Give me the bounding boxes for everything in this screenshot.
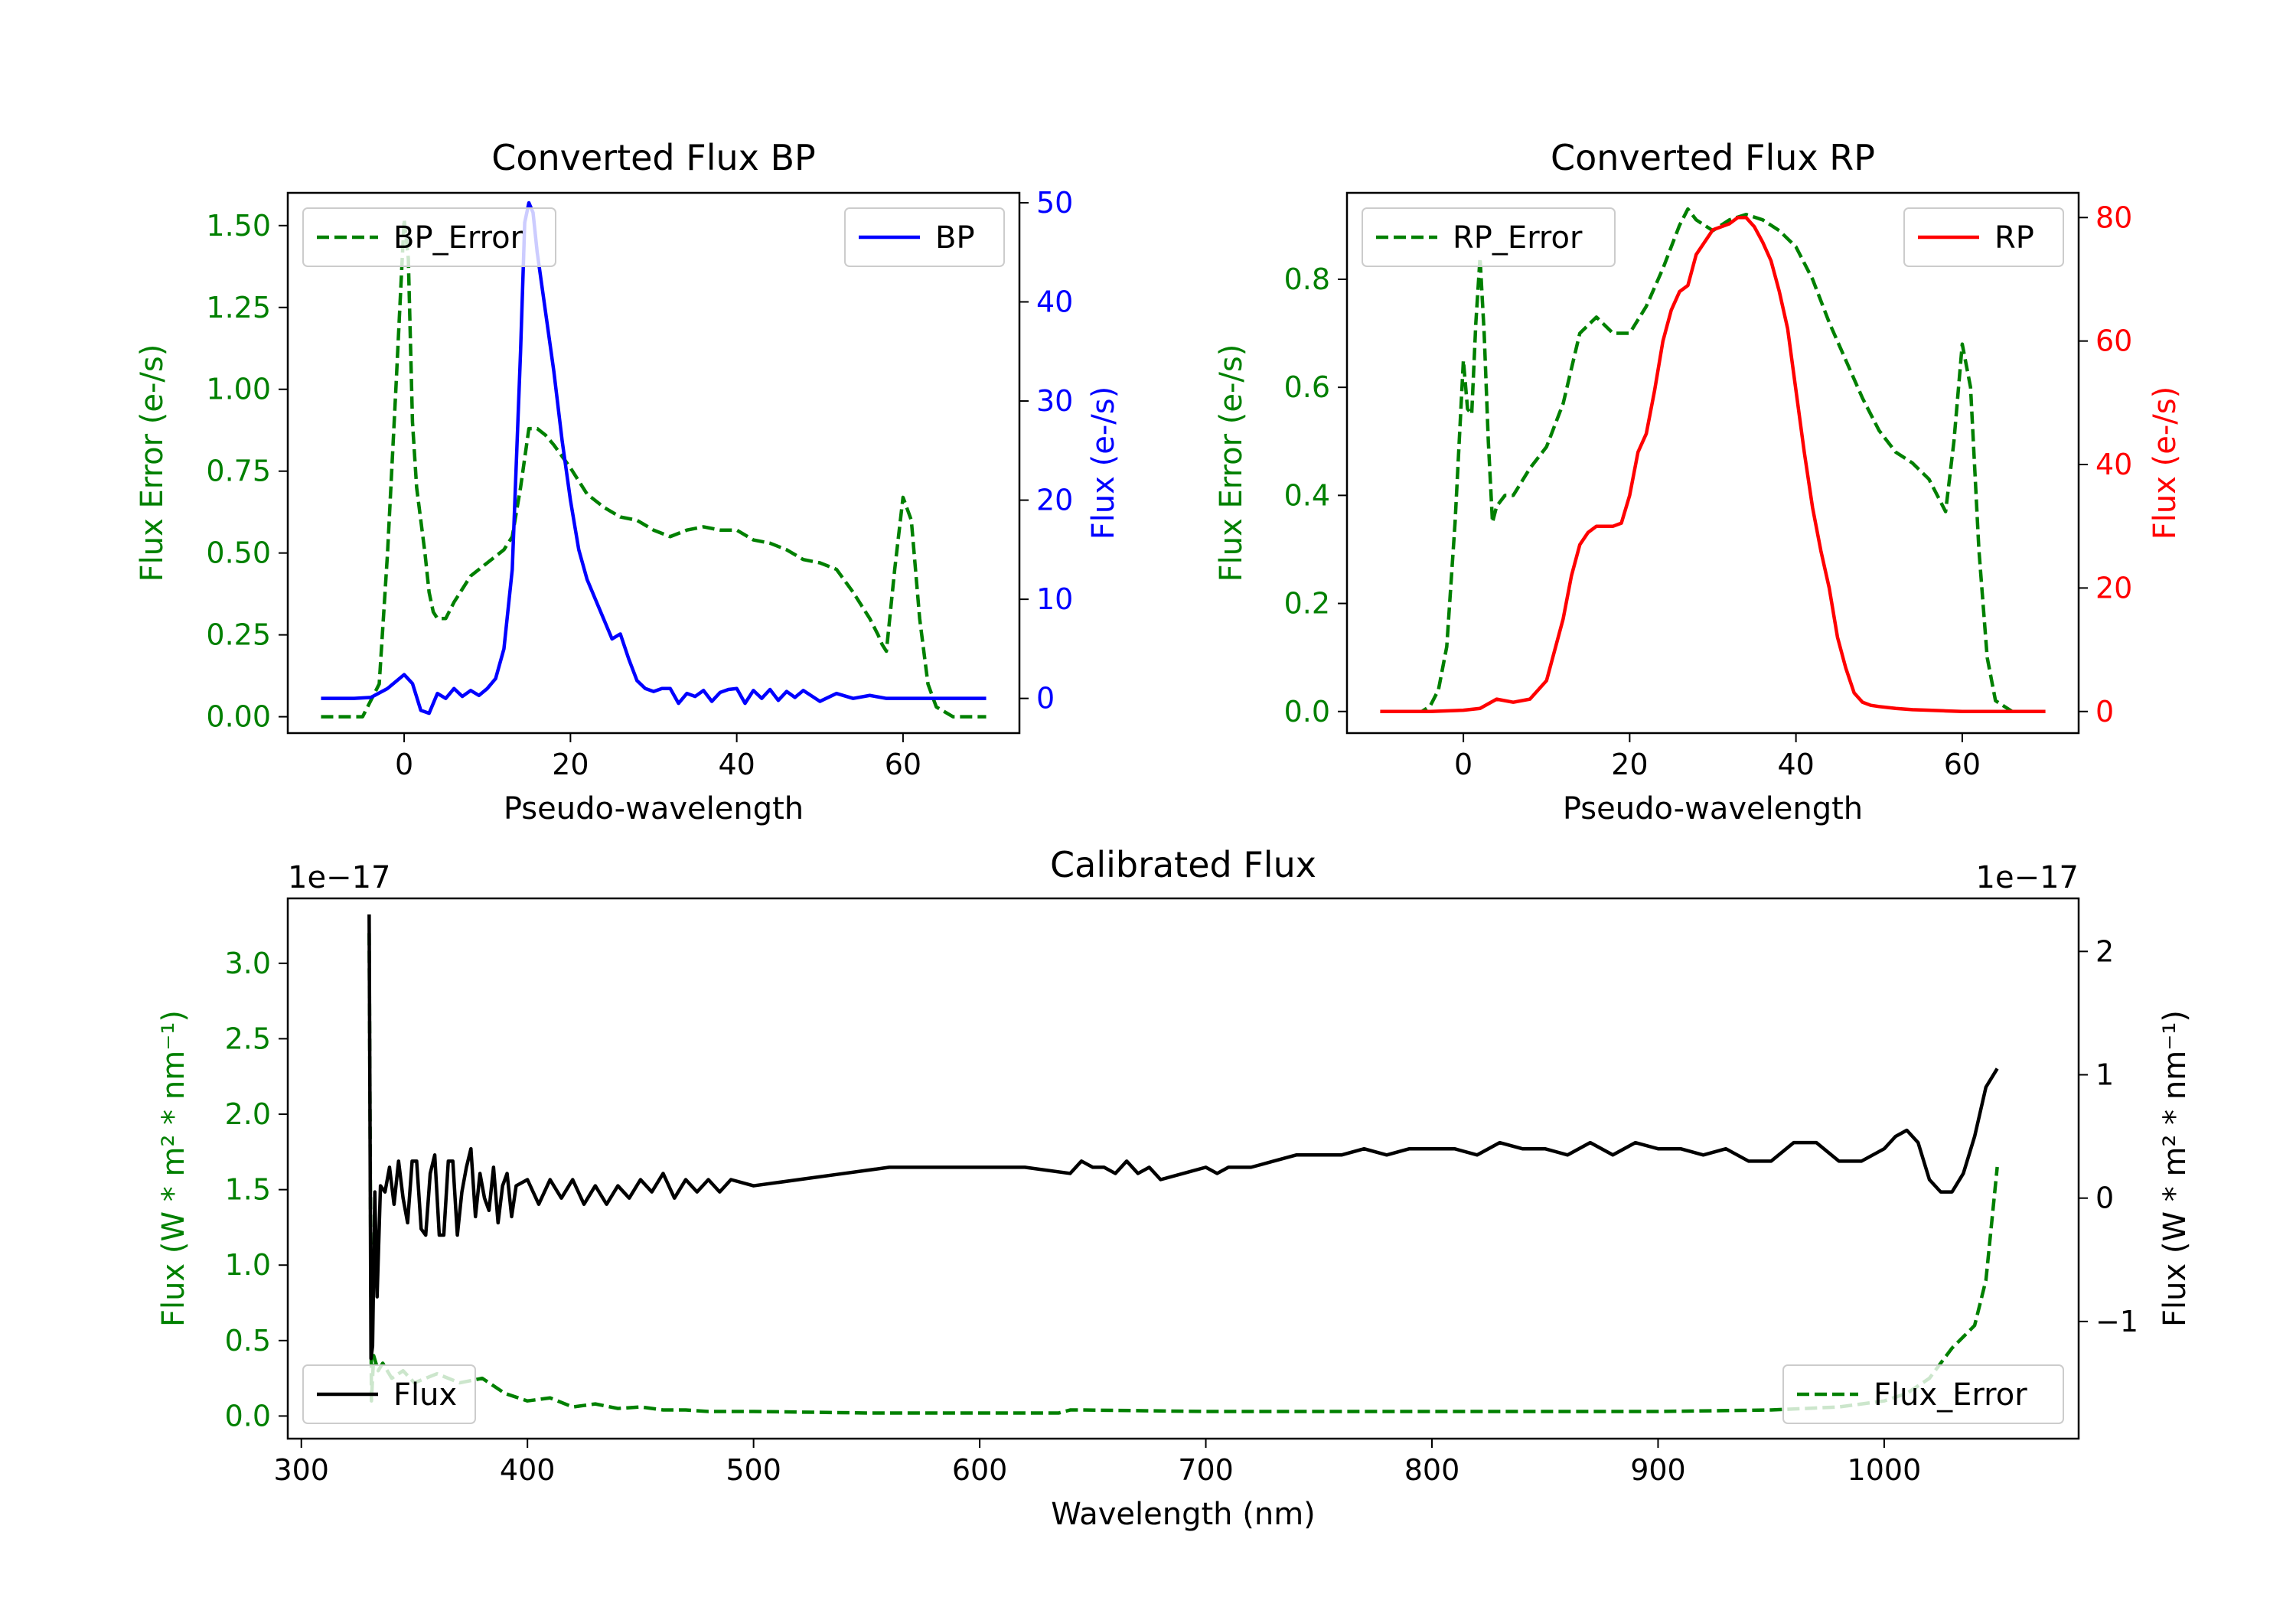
legend-upper-left: RP_Error	[1362, 207, 1616, 267]
x-tick-label: 40	[718, 748, 755, 781]
right-y-tick-label: 60	[2095, 324, 2132, 358]
legend-lower-right: Flux_Error	[1782, 1364, 2064, 1424]
left-y-tick-label: 0.0	[1284, 695, 1330, 729]
right-y-tick-label: −1	[2095, 1305, 2138, 1338]
x-tick-label: 0	[1454, 748, 1473, 781]
right-y-tick-label: 0	[2095, 695, 2114, 729]
right-y-tick-label: 40	[2095, 448, 2132, 481]
right-y-axis-label: Flux (e-/s)	[2148, 386, 2183, 539]
legend-box	[302, 1364, 476, 1424]
left-y-axis-label: Flux Error (e-/s)	[135, 344, 170, 582]
right-y-tick-label: 0	[2095, 1182, 2114, 1215]
series-line-rp-error	[1380, 207, 2046, 714]
left-y-tick-label: 1.00	[206, 373, 271, 406]
chart-bp: 0 20 40 60 0.00 0.25 0.50 0.75 1.00 1.25 1.50 0 10 20…	[135, 137, 1121, 826]
legend-label: BP	[935, 220, 975, 256]
left-y-tick-label: 0.5	[225, 1324, 271, 1358]
right-y-tick-label: 40	[1036, 285, 1073, 318]
x-tick-label: 20	[1611, 748, 1648, 781]
chart-cal: 300 400 500 600 700 800 900 1000 0.0 0.5 1.0 1.5 2.0…	[156, 844, 2193, 1532]
right-y-tick-label: 0	[1036, 682, 1055, 715]
x-tick-label: 700	[1178, 1453, 1234, 1487]
chart-title: Converted Flux BP	[491, 137, 816, 178]
x-tick-label: 40	[1777, 748, 1814, 781]
legend-lower-left: Flux	[302, 1364, 476, 1424]
plot-frame	[286, 897, 2080, 1440]
legend-label: RP	[1994, 220, 2034, 256]
legend-box	[844, 207, 1005, 267]
left-y-axis-label: Flux (W * m² * nm⁻¹)	[156, 1010, 191, 1327]
x-tick-label: 60	[1944, 748, 1981, 781]
chart-title: Calibrated Flux	[1050, 844, 1316, 885]
legend-label: Flux	[393, 1377, 457, 1413]
series-line-flux	[367, 914, 1999, 1361]
left-y-tick-label: 0.8	[1284, 262, 1330, 296]
left-y-tick-label: 0.2	[1284, 587, 1330, 621]
left-y-tick-label: 0.0	[225, 1399, 271, 1433]
x-axis-label: Pseudo-wavelength	[1563, 791, 1863, 826]
x-axis-label: Wavelength (nm)	[1051, 1497, 1316, 1532]
right-y-axis-label: Flux (e-/s)	[1086, 386, 1121, 539]
left-y-axis-label: Flux Error (e-/s)	[1214, 344, 1249, 582]
left-y-tick-label: 1.0	[225, 1248, 271, 1282]
right-axis-offset-text: 1e−17	[1976, 860, 2079, 895]
left-y-tick-label: 2.5	[225, 1022, 271, 1055]
right-y-tick-label: 30	[1036, 384, 1073, 418]
right-y-tick-label: 10	[1036, 582, 1073, 616]
right-y-tick-label: 1	[2095, 1058, 2114, 1091]
plot-frame	[286, 191, 1021, 735]
x-tick-label: 20	[552, 748, 589, 781]
legend-label: RP_Error	[1453, 220, 1583, 256]
right-y-axis-label: Flux (W * m² * nm⁻¹)	[2157, 1010, 2193, 1327]
left-y-tick-label: 1.25	[206, 291, 271, 324]
x-tick-label: 0	[395, 748, 413, 781]
left-y-tick-label: 0.25	[206, 618, 271, 652]
right-y-tick-label: 2	[2095, 934, 2114, 968]
x-axis-label: Pseudo-wavelength	[504, 791, 804, 826]
left-y-tick-label: 1.5	[225, 1173, 271, 1207]
x-tick-label: 600	[952, 1453, 1008, 1487]
x-tick-label: 300	[273, 1453, 329, 1487]
left-y-tick-label: 3.0	[225, 947, 271, 980]
chart-title: Converted Flux RP	[1551, 137, 1875, 178]
legend-label: Flux_Error	[1874, 1377, 2027, 1413]
x-tick-label: 800	[1404, 1453, 1460, 1487]
legend-upper-right: BP	[844, 207, 1005, 267]
left-y-tick-label: 0.6	[1284, 370, 1330, 404]
left-y-tick-label: 0.4	[1284, 478, 1330, 512]
left-y-tick-label: 0.00	[206, 700, 271, 734]
left-y-tick-label: 2.0	[225, 1097, 271, 1131]
chart-rp: 0 20 40 60 0.0 0.2 0.4 0.6 0.8 0 20 40 60 80 Converted…	[1214, 137, 2183, 826]
right-y-tick-label: 20	[2095, 571, 2132, 605]
legend-box	[1362, 207, 1616, 267]
legend-box	[1782, 1364, 2064, 1424]
series-line-rp	[1380, 216, 2046, 714]
series-line-bp	[321, 200, 987, 715]
x-tick-label: 400	[500, 1453, 556, 1487]
x-tick-label: 900	[1630, 1453, 1686, 1487]
left-y-tick-label: 1.50	[206, 209, 271, 243]
legend-box	[302, 207, 556, 267]
right-y-tick-label: 50	[1036, 186, 1073, 220]
legend-box	[1903, 207, 2064, 267]
x-tick-label: 60	[885, 748, 921, 781]
x-tick-label: 1000	[1848, 1453, 1922, 1487]
left-y-tick-label: 0.50	[206, 536, 271, 570]
right-y-tick-label: 20	[1036, 484, 1073, 517]
right-y-tick-label: 80	[2095, 200, 2132, 234]
plot-frame	[1345, 191, 2080, 735]
legend-upper-right: RP	[1903, 207, 2064, 267]
legend-label: BP_Error	[393, 220, 523, 256]
x-tick-label: 500	[726, 1453, 781, 1487]
series-line-bp-error	[321, 217, 987, 719]
left-axis-offset-text: 1e−17	[288, 860, 390, 895]
legend-upper-left: BP_Error	[302, 207, 556, 267]
left-y-tick-label: 0.75	[206, 455, 271, 488]
